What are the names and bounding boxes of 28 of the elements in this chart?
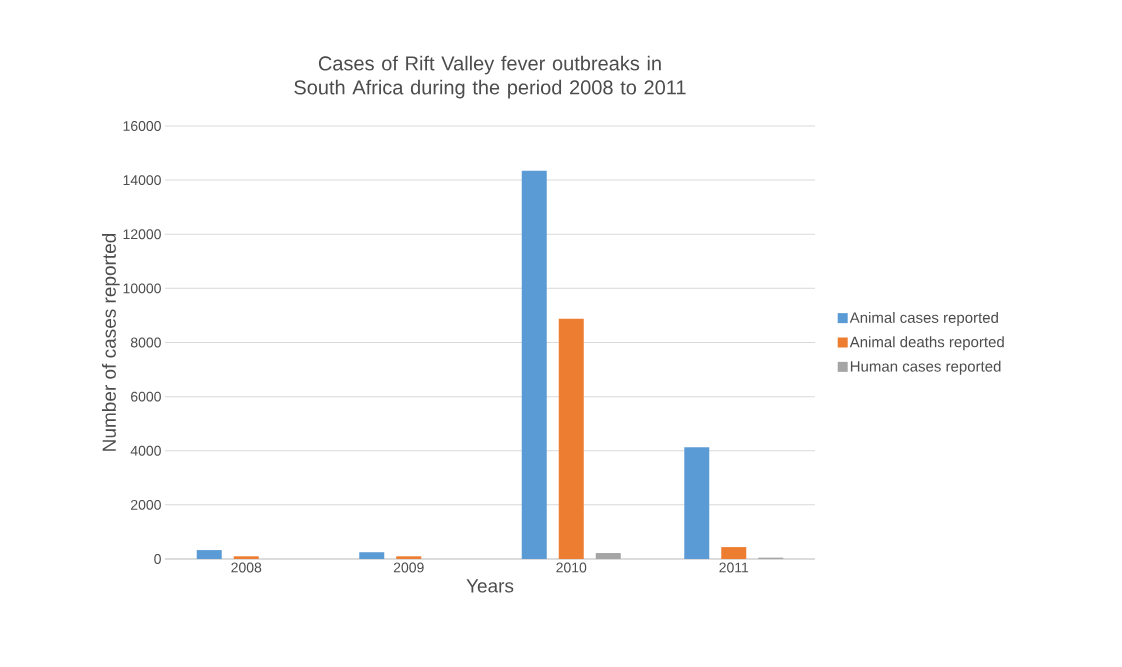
bar	[721, 547, 747, 559]
bar	[196, 550, 222, 559]
legend-label: Human cases reported	[850, 360, 1001, 375]
x-tick-label: 2008	[231, 562, 262, 573]
x-tick-label: 2011	[719, 562, 749, 573]
y-tick-label: 8000	[130, 337, 161, 348]
y-axis-title: Number of cases reported	[101, 233, 120, 451]
chart-title: Cases of Rift Valley fever outbreaks in South Africa during the period 2008 to 2011	[294, 55, 686, 99]
bar	[521, 170, 547, 559]
bar	[558, 318, 584, 559]
bar	[359, 552, 385, 559]
x-tick-label: 2009	[393, 562, 424, 573]
bar	[233, 556, 259, 559]
legend-label: Animal deaths reported	[849, 336, 1004, 351]
bar	[684, 447, 710, 559]
bar	[595, 553, 621, 559]
y-tick-label: 4000	[130, 445, 161, 456]
legend-label: Animal cases reported	[849, 311, 998, 326]
y-tick-label: 12000	[123, 229, 161, 240]
y-tick-label: 16000	[123, 121, 161, 131]
y-tick-label: 14000	[123, 175, 161, 186]
y-tick-label: 2000	[131, 499, 161, 510]
x-axis-title: Years	[466, 579, 514, 593]
bar	[396, 556, 422, 559]
y-tick-label: 10000	[123, 283, 161, 294]
y-tick-label: 0	[154, 554, 161, 564]
y-tick-label: 6000	[131, 391, 161, 402]
x-tick-label: 2010	[556, 562, 587, 573]
